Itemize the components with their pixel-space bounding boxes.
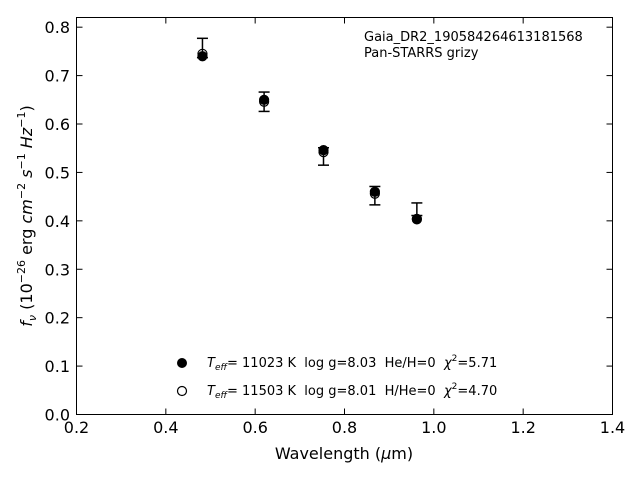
legend-marker-open <box>176 385 188 397</box>
y-tick-label: 0.2 <box>45 309 70 328</box>
x-tick-label: 0.6 <box>242 418 267 437</box>
x-tick-label: 1.4 <box>600 418 625 437</box>
x-tick-label: 0.2 <box>64 418 89 437</box>
model-point-open <box>369 188 380 199</box>
y-tick-label: 0.1 <box>45 357 70 376</box>
annotation-line-2: Pan-STARRS grizy <box>364 46 479 61</box>
legend-marker-filled <box>177 358 187 368</box>
model-point-open <box>318 146 329 158</box>
legend-entry-2: Teff= 11503 K log g=8.01 H/He=0 χ2=4.70 <box>207 382 497 401</box>
model-point-open <box>197 48 208 59</box>
x-axis-ticks: 0.2 0.4 0.6 0.8 1.0 1.2 1.4 <box>64 17 625 437</box>
x-axis-label: Wavelength (μm) <box>275 444 413 463</box>
y-tick-label: 0.7 <box>45 67 70 86</box>
x-tick-label: 1.2 <box>510 418 535 437</box>
model-point-open <box>411 213 422 225</box>
annotation: Gaia_DR2_190584264613181568 Pan-STARRS g… <box>364 30 583 61</box>
chart-marks <box>196 37 423 225</box>
y-tick-label: 0.5 <box>45 163 70 182</box>
model-point-open <box>259 96 270 107</box>
x-tick-label: 0.4 <box>153 418 178 437</box>
legend-entry-1: Teff= 11023 K log g=8.03 He/H=0 χ2=5.71 <box>207 354 497 373</box>
y-tick-label: 0.3 <box>45 260 70 279</box>
y-axis-label: fν (10−26 erg cm−2 s−1 Hz−1) <box>15 105 39 326</box>
x-tick-label: 0.8 <box>332 418 357 437</box>
y-tick-label: 0.8 <box>45 18 70 37</box>
y-tick-label: 0.4 <box>45 212 70 231</box>
y-tick-label: 0.0 <box>45 406 70 425</box>
y-axis-ticks: 0.0 0.1 0.2 0.3 0.4 0.5 0.6 0.7 0.8 <box>45 18 613 425</box>
x-tick-label: 1.0 <box>421 418 446 437</box>
annotation-line-1: Gaia_DR2_190584264613181568 <box>364 30 583 45</box>
legend: Teff= 11023 K log g=8.03 He/H=0 χ2=5.71 … <box>176 354 497 401</box>
model-point-filled <box>197 51 208 62</box>
y-tick-label: 0.6 <box>45 115 70 134</box>
